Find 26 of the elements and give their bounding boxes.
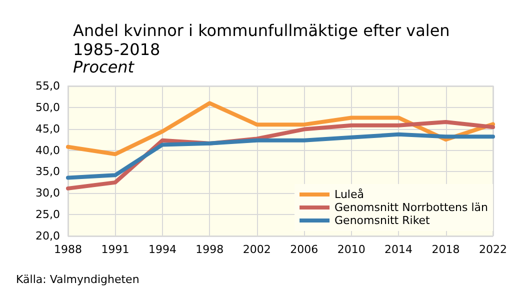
y-tick-label: 30,0 (36, 186, 60, 200)
chart-title: Andel kvinnor i kommunfullmäktige efter valen 1985-2018 (73, 21, 450, 59)
x-tick-label: 1988 (54, 243, 82, 256)
x-tick-label: 2010 (337, 243, 366, 256)
x-tick-label: 2022 (479, 243, 507, 256)
x-tick-label: 1991 (101, 243, 130, 256)
y-tick-label: 40,0 (36, 144, 60, 157)
x-tick-label: 2006 (290, 243, 318, 256)
y-tick-label: 20,0 (36, 230, 60, 242)
y-tick-label: 45,0 (36, 122, 60, 136)
chart-subtitle: Procent (73, 58, 135, 76)
y-tick-label: 35,0 (36, 165, 60, 178)
legend-label: Genomsnitt Norrbottens län (334, 201, 488, 214)
line-series (66, 101, 495, 156)
legend-label: Genomsnitt Riket (334, 214, 431, 227)
x-tick-label: 2018 (432, 243, 460, 256)
x-tick-label: 1994 (148, 243, 176, 256)
line-series (66, 132, 495, 180)
y-tick-label: 50,0 (36, 100, 60, 114)
y-tick-label: 55,0 (36, 80, 60, 92)
legend-label: Luleå (334, 188, 364, 201)
x-tick-label: 1998 (196, 243, 224, 256)
x-tick-label: 2002 (242, 243, 271, 256)
text: Källa: Valmyndigheten (16, 273, 140, 286)
y-tick-label: 25,0 (36, 208, 60, 222)
x-tick-label: 2014 (384, 243, 413, 256)
